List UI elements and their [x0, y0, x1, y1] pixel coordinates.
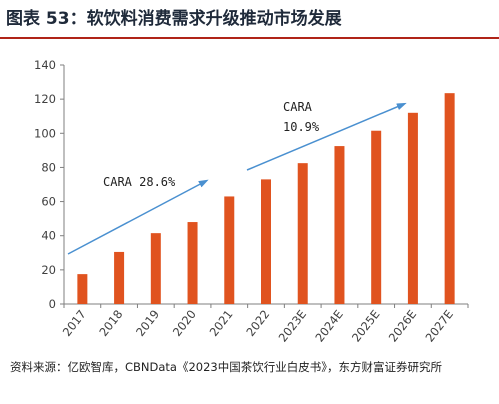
source-note: 资料来源：亿欧智库，CBNData《2023中国茶饮行业白皮书》，东方财富证券研…: [10, 360, 442, 374]
x-tick-label: 2022: [243, 307, 272, 339]
y-tick-label: 0: [49, 297, 56, 311]
x-tick-label: 2017: [60, 307, 89, 339]
annotation-layer: CARA 28.6% CARA 10.9%: [67, 100, 407, 255]
bar-layer: [77, 93, 455, 304]
bar-2024E: [334, 146, 345, 304]
bar-2025E: [371, 130, 382, 304]
bar-2021: [224, 196, 235, 304]
y-tick-label: 20: [41, 263, 56, 277]
x-tick-label: 2026E: [386, 307, 420, 344]
page-title: 图表 53：软饮料消费需求升级推动市场发展: [6, 9, 342, 29]
bar-2017: [77, 274, 88, 304]
y-tick-label: 60: [41, 195, 56, 209]
x-tick-label: 2023E: [276, 307, 310, 344]
bar-2020: [187, 222, 198, 304]
growth-arrow-2017-2021: [67, 179, 209, 255]
x-tick-label: 2024E: [312, 307, 346, 344]
y-tick-label: 80: [41, 160, 56, 174]
bar-2018: [114, 251, 125, 304]
bar-2022: [261, 179, 271, 304]
cara-label-2-line2: 10.9%: [283, 120, 320, 134]
y-tick-label: 40: [41, 229, 56, 243]
y-tick-label: 100: [34, 126, 56, 140]
bar-2026E: [407, 112, 418, 304]
growth-arrow-2022-2027: [246, 102, 407, 171]
cara-label-2-line1: CARA: [283, 100, 313, 114]
bar-2023E: [297, 163, 308, 304]
x-tick-label: 2018: [96, 307, 125, 339]
cara-label-1: CARA 28.6%: [103, 175, 176, 189]
x-tick-label: 2020: [170, 307, 199, 339]
title-divider: [0, 37, 499, 39]
x-tick-label: 2027E: [422, 307, 456, 344]
x-tick-label: 2021: [207, 307, 236, 339]
bar-2027E: [444, 93, 455, 304]
x-tick-label: 2025E: [349, 307, 383, 344]
y-tick-label: 140: [34, 58, 56, 72]
bar-2019: [150, 233, 161, 304]
y-tick-label: 120: [34, 92, 56, 106]
x-tick-label: 2019: [133, 307, 162, 339]
